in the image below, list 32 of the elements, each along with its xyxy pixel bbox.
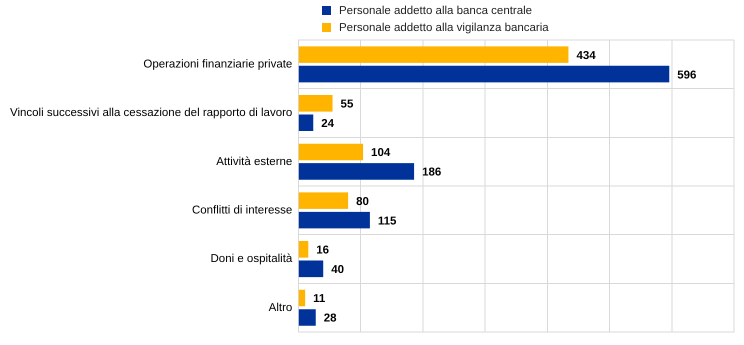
legend-label: Personale addetto alla banca centrale: [339, 4, 532, 16]
data-label: 115: [378, 215, 398, 228]
data-label: 80: [356, 196, 369, 208]
bar: [298, 290, 306, 306]
bar: [298, 46, 568, 63]
data-label: 40: [331, 264, 344, 276]
data-label: 434: [576, 50, 596, 62]
bar: [298, 212, 370, 228]
y-tick-label: Vincoli successivi alla cessazione del rapporto di lavoro: [10, 107, 292, 120]
bar: [298, 163, 414, 180]
data-label: 28: [324, 312, 338, 325]
y-tick-label: Altro: [268, 302, 292, 314]
data-label: 186: [422, 166, 442, 179]
legend-label: Personale addetto alla vigilanza bancaria: [339, 22, 549, 34]
y-tick-label: Doni e ospitalità: [210, 253, 293, 266]
bar: [298, 144, 364, 160]
y-tick-label: Attività esterne: [216, 156, 292, 168]
bar: [298, 192, 348, 209]
bar: [298, 309, 316, 326]
data-label: 24: [321, 118, 335, 130]
bar: [298, 241, 308, 258]
bar: [298, 95, 333, 112]
y-tick-label: Conflitti di interesse: [192, 204, 292, 217]
data-label: 11: [313, 293, 326, 306]
data-label: 104: [371, 147, 391, 160]
bar: [298, 66, 670, 82]
bar: [298, 260, 324, 278]
y-tick-label: Operazioni finanziarie private: [143, 58, 292, 71]
data-label: 16: [316, 244, 330, 257]
bar: [298, 114, 314, 132]
data-label: 596: [677, 69, 696, 82]
data-label: 55: [340, 98, 354, 110]
